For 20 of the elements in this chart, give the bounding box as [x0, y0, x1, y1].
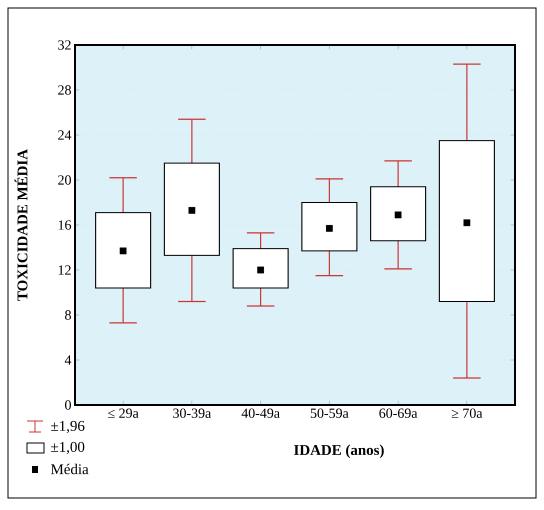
y-axis-title: TOXICIDADE MÉDIA — [14, 149, 28, 301]
y-tick-label: 20 — [58, 175, 71, 185]
x-tick-label: ≤ 29a — [108, 408, 139, 418]
x-tick-label: 30-39a — [173, 408, 212, 418]
text: Média — [50, 464, 88, 474]
y-tick-label: 28 — [58, 85, 71, 95]
y-tick-label: 0 — [65, 400, 71, 410]
y-tick-label: 12 — [58, 265, 71, 275]
x-axis-title: IDADE (anos) — [294, 444, 384, 458]
x-tick-label: 50-59a — [310, 408, 349, 418]
y-tick-label: 24 — [58, 130, 72, 140]
y-tick-label: 32 — [58, 40, 71, 50]
x-tick-label: ≥ 70a — [452, 408, 482, 418]
x-tick-label: 40-49a — [242, 408, 280, 418]
y-tick-label: 4 — [64, 355, 72, 365]
text: ±1,00 — [51, 442, 84, 454]
text: ±1,96 — [51, 420, 84, 434]
x-tick-label: 60-69a — [379, 408, 418, 418]
y-tick-label: 8 — [65, 310, 71, 320]
y-tick-label: 16 — [58, 220, 72, 230]
